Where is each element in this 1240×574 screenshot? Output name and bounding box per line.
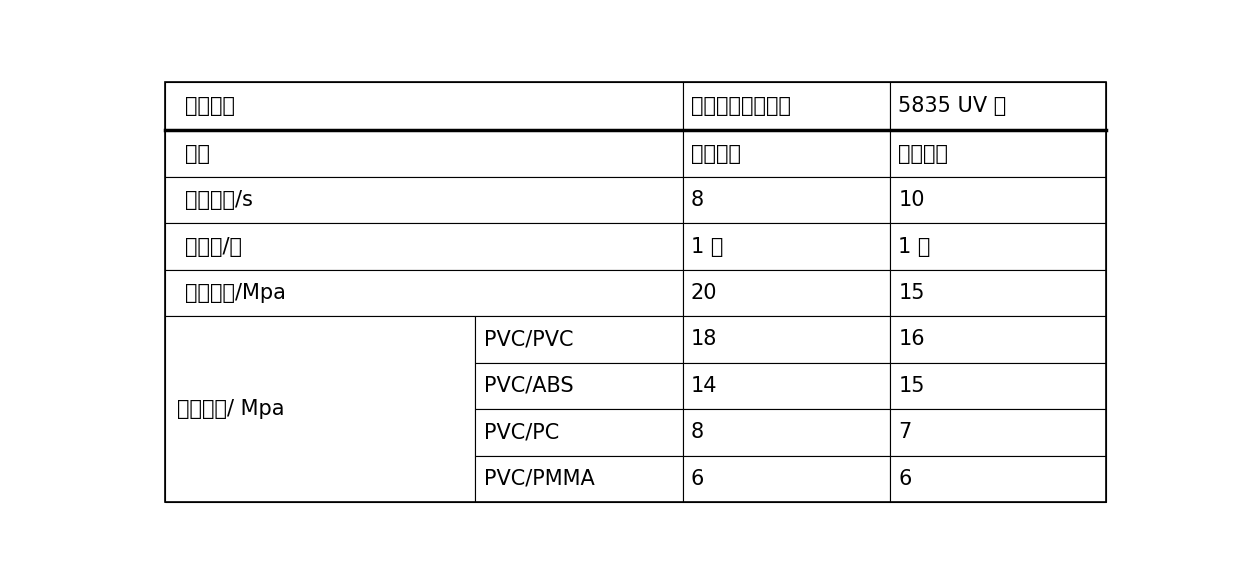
Text: 透明液体: 透明液体	[691, 144, 740, 164]
Bar	[165, 130, 682, 177]
Bar	[165, 316, 475, 502]
Text: 固化时间/s: 固化时间/s	[185, 190, 253, 210]
Bar	[682, 316, 890, 363]
Bar	[475, 363, 682, 409]
Bar	[682, 177, 890, 223]
Text: 性能参数: 性能参数	[185, 96, 236, 117]
Text: 拉伸强度/Mpa: 拉伸强度/Mpa	[185, 283, 286, 303]
Bar	[682, 82, 890, 130]
Text: 18: 18	[691, 329, 717, 350]
Bar	[890, 270, 1106, 316]
Text: 剪切强度/ Mpa: 剪切强度/ Mpa	[177, 399, 284, 419]
Text: 14: 14	[691, 376, 718, 396]
Text: 8: 8	[691, 190, 704, 210]
Bar	[682, 409, 890, 456]
Text: 20: 20	[691, 283, 718, 303]
Text: 本例紫外光固化胶: 本例紫外光固化胶	[691, 96, 791, 117]
Text: PVC/ABS: PVC/ABS	[484, 376, 573, 396]
Text: 6: 6	[691, 469, 704, 489]
Bar	[890, 223, 1106, 270]
Bar	[890, 363, 1106, 409]
Bar	[890, 409, 1106, 456]
Bar	[682, 270, 890, 316]
Bar	[165, 82, 682, 130]
Text: 1 级: 1 级	[899, 236, 931, 257]
Text: 5835 UV 胶: 5835 UV 胶	[899, 96, 1007, 117]
Bar	[890, 177, 1106, 223]
Bar	[475, 409, 682, 456]
Text: 15: 15	[899, 283, 925, 303]
Text: PVC/PC: PVC/PC	[484, 422, 559, 443]
Bar	[165, 177, 682, 223]
Bar	[890, 316, 1106, 363]
Bar	[890, 82, 1106, 130]
Bar	[475, 456, 682, 502]
Bar	[682, 363, 890, 409]
Text: 15: 15	[899, 376, 925, 396]
Bar	[890, 456, 1106, 502]
Bar	[165, 270, 682, 316]
Text: 6: 6	[899, 469, 911, 489]
Text: 16: 16	[899, 329, 925, 350]
Bar	[165, 223, 682, 270]
Text: 10: 10	[899, 190, 925, 210]
Text: PVC/PVC: PVC/PVC	[484, 329, 573, 350]
Bar	[682, 456, 890, 502]
Bar	[890, 130, 1106, 177]
Bar	[475, 316, 682, 363]
Text: 8: 8	[691, 422, 704, 443]
Text: PVC/PMMA: PVC/PMMA	[484, 469, 594, 489]
Bar	[682, 223, 890, 270]
Bar	[682, 130, 890, 177]
Text: 7: 7	[899, 422, 911, 443]
Text: 1 级: 1 级	[691, 236, 723, 257]
Text: 透明液体: 透明液体	[899, 144, 949, 164]
Text: 外观: 外观	[185, 144, 211, 164]
Text: 附着力/级: 附着力/级	[185, 236, 242, 257]
